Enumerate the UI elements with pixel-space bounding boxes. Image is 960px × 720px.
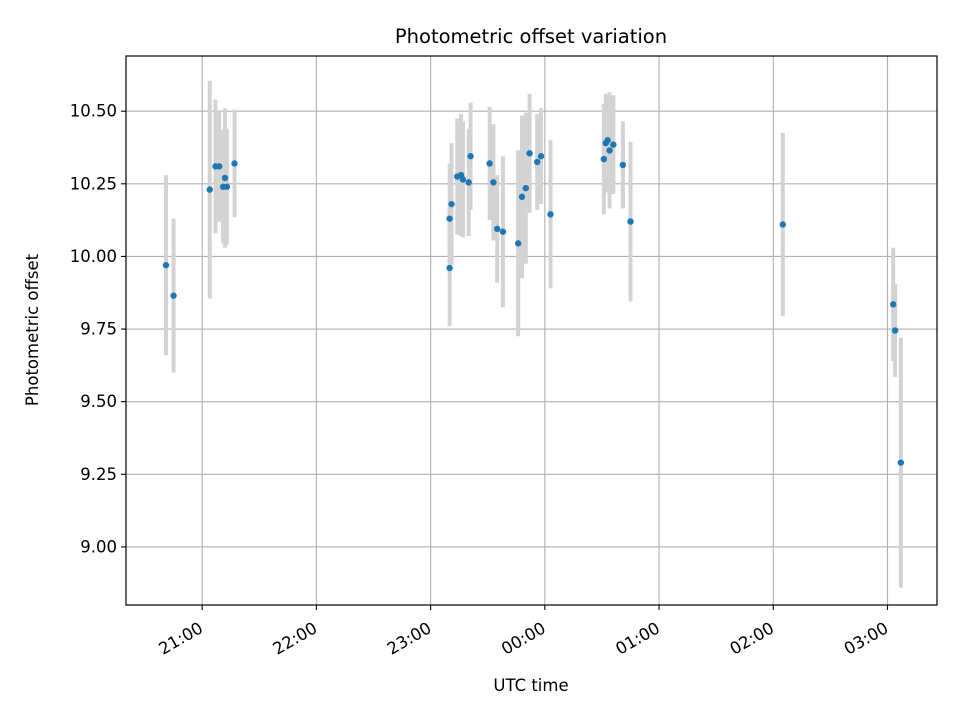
data-point xyxy=(779,221,786,228)
data-point xyxy=(206,186,213,193)
data-point xyxy=(494,225,501,233)
data-point xyxy=(610,141,617,148)
data-point xyxy=(216,163,223,170)
chart-title: Photometric offset variation xyxy=(395,25,667,48)
data-point xyxy=(897,459,905,466)
data-point xyxy=(534,158,541,166)
data-point xyxy=(600,155,608,163)
data-point xyxy=(604,137,611,144)
y-tick-label: 9.25 xyxy=(80,465,117,484)
y-tick-label: 9.00 xyxy=(80,537,117,556)
data-point xyxy=(890,301,897,308)
y-tick-label: 9.50 xyxy=(80,392,117,411)
data-point xyxy=(526,150,533,157)
y-tick-label: 10.50 xyxy=(70,102,117,121)
data-point xyxy=(231,160,238,167)
y-axis-label: Photometric offset xyxy=(23,253,42,406)
data-point xyxy=(518,193,526,201)
data-point xyxy=(891,327,899,334)
data-point xyxy=(627,218,634,225)
data-point xyxy=(619,161,627,169)
data-point xyxy=(486,160,493,167)
data-point xyxy=(459,176,467,183)
data-point xyxy=(467,153,474,160)
y-axis-ticks: 9.00 9.25 9.50 9.75 10.00 10.25 10.50 xyxy=(70,102,126,556)
plot-frame xyxy=(125,55,938,606)
data-point xyxy=(170,292,177,299)
data-point xyxy=(221,174,229,182)
data-point xyxy=(490,179,497,186)
data-point xyxy=(448,200,455,208)
x-axis-label: UTC time xyxy=(493,676,568,695)
data-point xyxy=(522,184,529,192)
data-point xyxy=(499,228,507,235)
data-point xyxy=(547,211,554,218)
data-point xyxy=(465,179,472,186)
y-tick-label: 10.00 xyxy=(70,247,117,266)
y-tick-label: 10.25 xyxy=(70,174,117,193)
data-points xyxy=(162,137,905,466)
data-point xyxy=(606,147,613,154)
y-tick-label: 9.75 xyxy=(80,320,117,339)
data-point xyxy=(537,153,545,160)
data-point xyxy=(514,240,522,247)
data-point xyxy=(446,264,453,272)
data-point xyxy=(223,183,231,190)
data-point xyxy=(162,261,170,269)
data-point xyxy=(446,215,453,222)
